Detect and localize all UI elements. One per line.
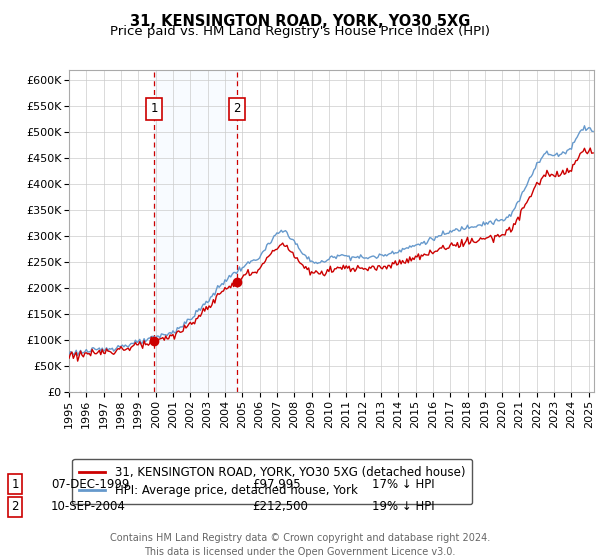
Bar — [154, 70, 237, 392]
Text: 31, KENSINGTON ROAD, YORK, YO30 5XG: 31, KENSINGTON ROAD, YORK, YO30 5XG — [130, 14, 470, 29]
Text: £97,995: £97,995 — [252, 478, 301, 491]
Text: 17% ↓ HPI: 17% ↓ HPI — [372, 478, 434, 491]
Text: Price paid vs. HM Land Registry's House Price Index (HPI): Price paid vs. HM Land Registry's House … — [110, 25, 490, 38]
Text: 10-SEP-2004: 10-SEP-2004 — [51, 500, 126, 514]
Text: 19% ↓ HPI: 19% ↓ HPI — [372, 500, 434, 514]
Text: 1: 1 — [151, 102, 158, 115]
Text: 07-DEC-1999: 07-DEC-1999 — [51, 478, 130, 491]
Text: Contains HM Land Registry data © Crown copyright and database right 2024.
This d: Contains HM Land Registry data © Crown c… — [110, 533, 490, 557]
Text: £212,500: £212,500 — [252, 500, 308, 514]
Text: 2: 2 — [233, 102, 241, 115]
Legend: 31, KENSINGTON ROAD, YORK, YO30 5XG (detached house), HPI: Average price, detach: 31, KENSINGTON ROAD, YORK, YO30 5XG (det… — [72, 459, 472, 504]
Text: 2: 2 — [11, 500, 19, 514]
Text: 1: 1 — [11, 478, 19, 491]
